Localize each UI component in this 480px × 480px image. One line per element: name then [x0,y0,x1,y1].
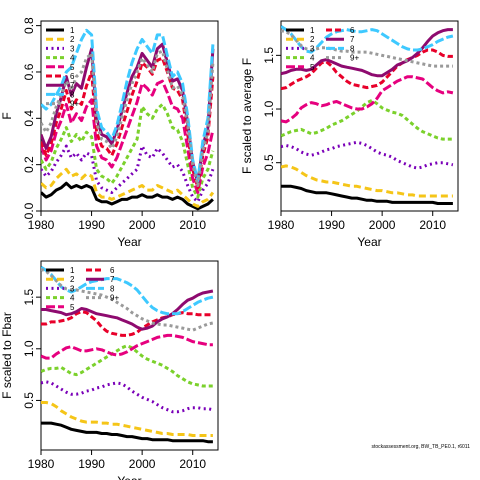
series-line-6 [281,48,453,91]
plot-frame [40,20,219,212]
legend-label: 7 [70,81,75,90]
series-group [281,25,454,205]
legend-label: 3 [310,44,315,53]
legend-label: 9+ [110,294,119,303]
x-tick-label: 1990 [78,218,105,232]
series-line-4 [41,102,215,199]
x-axis-label: Year [357,235,381,249]
legend-label: 6 [350,26,355,35]
y-tick-label: 0.6 [22,63,36,80]
series-line-7 [281,28,453,78]
legend-label: 9+ [350,54,359,63]
legend-label: 2 [310,35,315,44]
x-tick-label: 2010 [419,218,446,232]
series-line-1 [281,184,453,205]
legend-label: 6 [110,266,115,275]
credit-text: stockassessment.org, BW_TB_PE0.1, r6011 [371,444,470,450]
chart-panel-1: 1980 1990 2000 2010 0.0 0.2 0.4 0.6 0.8 Year F 1234… [0,17,219,249]
legend-label: 3 [70,284,75,293]
series-line-6 [41,310,213,337]
x-axis-label: Year [117,474,141,480]
y-tick-label: 1.0 [22,340,36,357]
y-tick-label: 1.0 [262,100,276,117]
series-line-8 [41,265,214,316]
legend-label: 1 [310,26,315,35]
legend-label: 4 [70,54,75,63]
x-axis-label: Year [117,235,141,249]
y-axis-label: F [0,112,14,119]
legend-label: 7 [110,275,115,284]
chart-panel-2: 1980 1990 2000 2010 0.5 1.0 1.5 Year F scaled to… [240,20,459,249]
series-line-4 [41,344,213,388]
plot-frame [40,260,219,451]
x-tick-label: 1980 [28,457,55,471]
series-line-1 [41,181,214,211]
legend-label: 1 [70,26,75,35]
series-line-3 [41,144,215,204]
legend-label: 1 [70,266,75,275]
series-line-9plus [41,49,215,187]
series-line-9plus [281,29,453,68]
y-axis-label: F scaled to Fbar [0,312,14,399]
series-group [41,265,214,444]
series-line-4 [281,98,453,141]
legend-label: 2 [70,35,75,44]
series-line-2 [281,164,453,198]
y-tick-label: 0.8 [22,17,36,34]
legend-label: 8 [70,90,75,99]
legend-label: 5 [70,303,75,312]
x-tick-label: 2000 [369,218,396,232]
series-group [41,28,215,211]
legend-label: 5 [70,63,75,72]
series-line-1 [41,421,213,444]
x-tick-label: 1980 [28,218,55,232]
x-tick-label: 2010 [179,218,206,232]
series-line-5 [41,79,215,194]
legend-label: 8 [350,44,355,53]
x-tick-label: 2010 [179,457,206,471]
legend-label: 4 [310,54,315,63]
x-tick-label: 1990 [318,218,345,232]
x-tick-label: 2000 [129,218,156,232]
x-tick-label: 1990 [78,457,105,471]
series-line-5 [281,75,454,124]
legend-label: 2 [70,275,75,284]
legend-label: 8 [110,284,115,293]
y-axis-label: F scaled to average F [240,58,254,174]
y-tick-label: 0.2 [22,156,36,173]
plot-frame [280,20,459,212]
series-line-5 [41,333,213,360]
legend-label: 9+ [70,100,79,109]
series-line-7 [41,289,214,331]
x-tick-label: 1980 [268,218,295,232]
y-tick-label: 0.0 [22,202,36,219]
series-line-8 [281,25,454,54]
legend-label: 5 [310,63,315,72]
y-tick-label: 1.5 [22,288,36,305]
y-tick-label: 1.5 [262,47,276,64]
legend-label: 6 [70,72,75,81]
y-tick-label: 0.5 [22,392,36,409]
y-tick-label: 0.4 [22,110,36,127]
legend-label: 3 [70,44,75,53]
series-line-9plus [41,267,214,332]
y-tick-label: 0.5 [262,154,276,171]
series-line-8 [41,28,215,183]
series-line-3 [281,140,454,170]
series-line-3 [41,380,214,414]
legend-label: 7 [350,35,355,44]
chart-panel-3: 1980 1990 2000 2010 0.5 1.0 1.5 Year F scaled to… [0,260,219,480]
series-line-2 [41,401,213,437]
legend-label: 4 [70,294,75,303]
x-tick-label: 2000 [129,457,156,471]
